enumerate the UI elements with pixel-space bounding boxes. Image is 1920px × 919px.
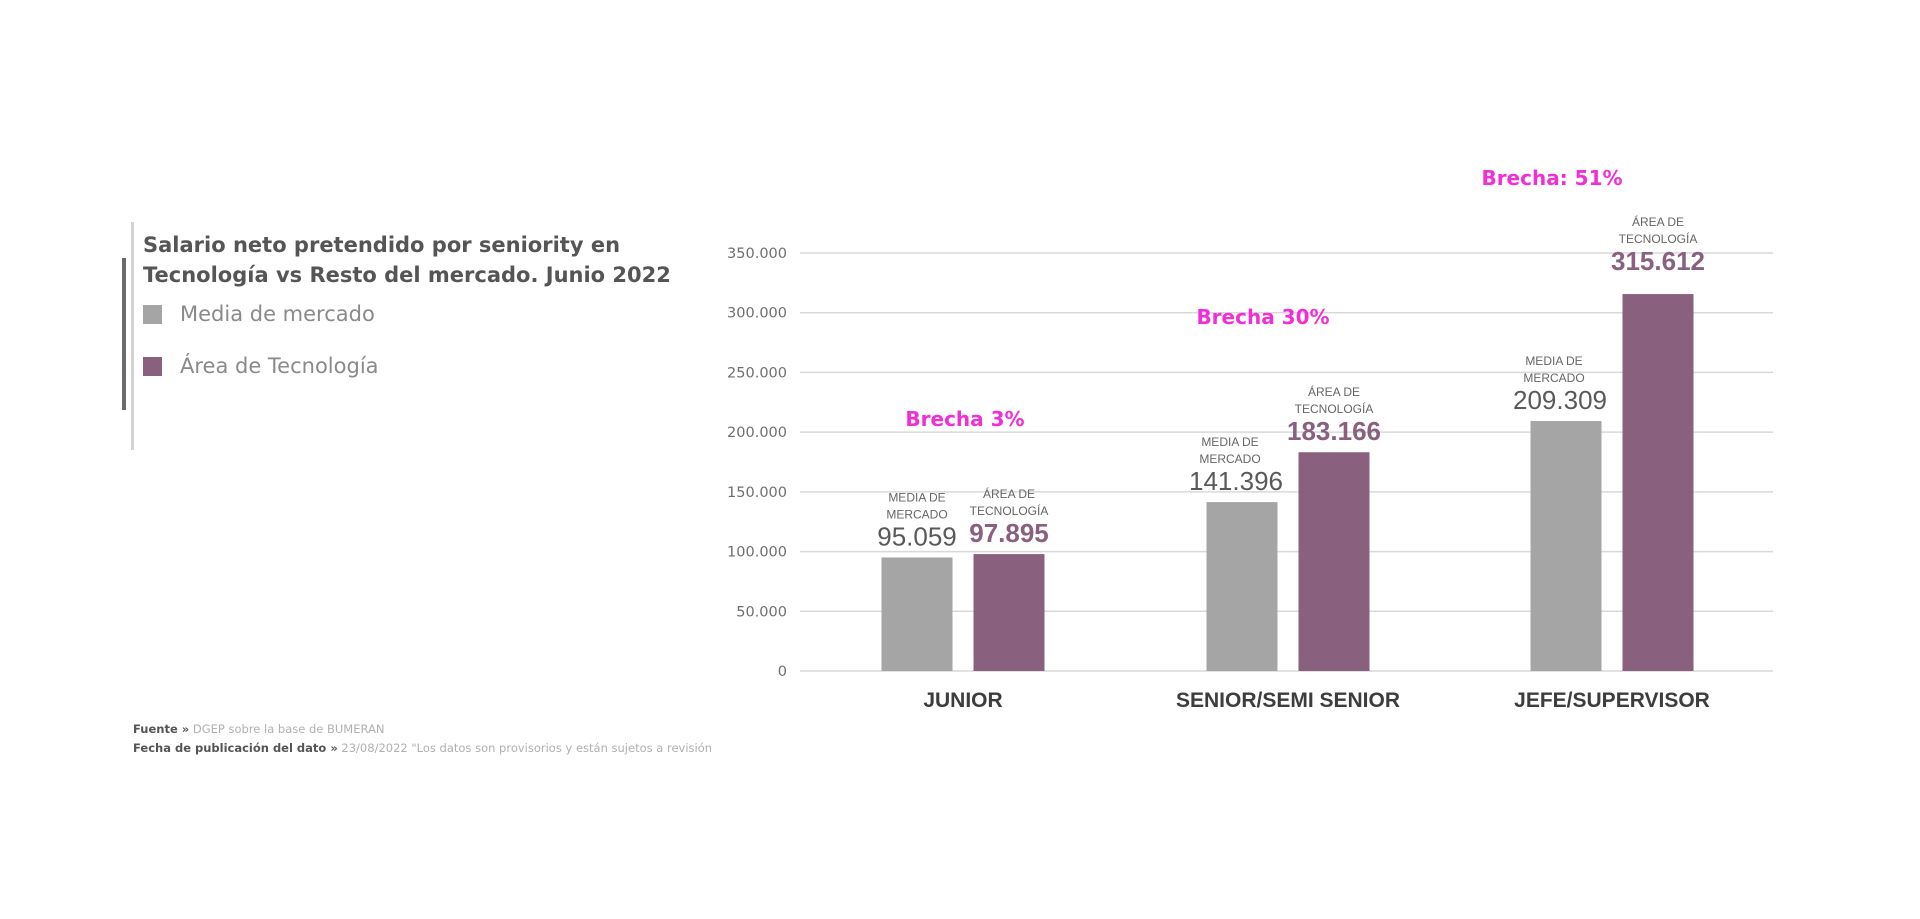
legend-label-market: Media de mercado [180,302,375,326]
source-text: DGEP sobre la base de BUMERAN [192,722,385,736]
gap-label: Brecha 30% [1196,305,1329,329]
bar-caption: MEDIA DE [1201,435,1258,449]
data-label: 315.612 [1611,246,1705,276]
x-tick-label: JEFE/SUPERVISOR [1514,689,1710,712]
publication-date-text: 23/08/2022 "Los datos son provisorios y … [341,741,713,755]
bar-caption: TECNOLOGÍA [1619,231,1698,246]
data-label: 95.059 [877,521,957,551]
y-tick-label: 100.000 [727,545,787,561]
bar-caption: MEDIA DE [888,490,945,504]
legend-item-tech: Área de Tecnología [143,354,379,378]
legend-item-market: Media de mercado [143,302,375,326]
footnotes: Fuente » DGEP sobre la base de BUMERAN F… [133,720,712,758]
source-note: Fuente » DGEP sobre la base de BUMERAN [133,720,712,739]
bar-caption: ÁREA DE [1632,214,1684,229]
data-label: 97.895 [969,518,1049,548]
data-label: 141.396 [1189,466,1283,496]
data-label: 183.166 [1287,416,1381,446]
gap-label: Brecha 3% [905,407,1024,431]
bar-caption: MERCADO [1523,371,1584,385]
bar-caption: MERCADO [886,507,947,521]
x-tick-label: SENIOR/SEMI SENIOR [1176,689,1400,712]
y-tick-label: 200.000 [727,425,787,441]
bar-caption: ÁREA DE [1308,384,1360,399]
bar [881,557,953,671]
bar [1530,421,1602,671]
x-tick-label: JUNIOR [923,689,1002,712]
y-tick-label: 250.000 [727,365,787,381]
legend-swatch-tech [143,356,162,376]
legend-divider-dark [122,258,126,410]
bar-caption: ÁREA DE [983,486,1035,501]
bar-caption: MEDIA DE [1525,354,1582,368]
bar-caption: TECNOLOGÍA [1295,401,1374,416]
publication-date-note: Fecha de publicación del dato » 23/08/20… [133,739,712,758]
y-tick-label: 0 [778,664,787,680]
legend-label-tech: Área de Tecnología [180,354,379,378]
bar-caption: TECNOLOGÍA [970,503,1049,518]
bar-caption: MERCADO [1199,452,1260,466]
data-label: 209.309 [1513,385,1607,415]
y-tick-label: 350.000 [727,246,787,262]
y-tick-label: 300.000 [727,306,787,322]
chart-title: Salario neto pretendido por seniority en… [143,233,671,287]
bar [973,554,1045,671]
bar [1298,452,1370,671]
y-tick-label: 150.000 [727,485,787,501]
gap-label: Brecha: 51% [1481,166,1622,190]
source-label: Fuente » [133,722,190,736]
publication-date-label: Fecha de publicación del dato » [133,741,338,755]
bar [1622,294,1694,671]
legend-swatch-market [143,304,162,324]
legend-divider-light [131,222,134,450]
y-tick-label: 50.000 [736,604,787,620]
bar [1206,502,1278,671]
